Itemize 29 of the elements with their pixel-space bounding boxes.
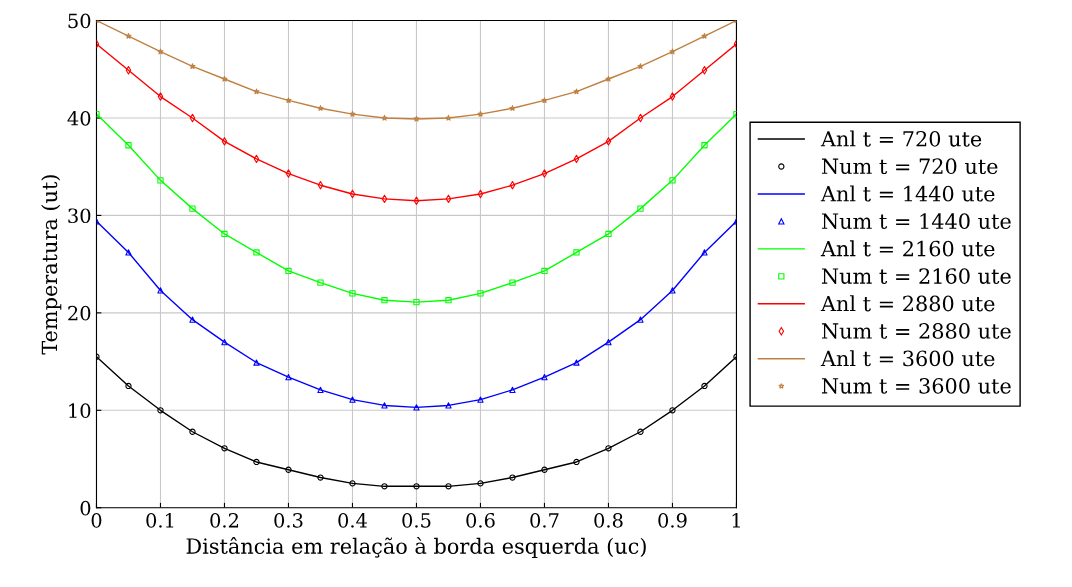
legend-label: Num t = 2880 ute [821, 323, 1011, 339]
x-tick-label: 0.9 [658, 512, 687, 528]
x-tick-label: 0.1 [146, 512, 174, 528]
x-tick-label: 0.7 [530, 512, 559, 528]
legend-label: Anl t = 2160 ute [820, 240, 995, 257]
y-axis-title: Temperatura (ut) [41, 175, 62, 355]
legend-label: Num t = 720 ute [821, 158, 998, 175]
x-tick-label: 0.2 [210, 512, 239, 528]
legend-label: Anl t = 720 ute [820, 130, 982, 147]
y-tick-label: 30 [68, 208, 91, 224]
y-tick-label: 0 [80, 500, 91, 516]
y-tick-label: 10 [69, 403, 91, 418]
y-tick-label: 40 [67, 110, 91, 126]
legend-label: Num t = 3600 ute [821, 377, 1011, 394]
x-axis-title: Distância em relação à borda esquerda (uc) [186, 536, 646, 558]
x-tick-label: 1 [732, 512, 740, 528]
x-tick-label: 0.3 [274, 512, 303, 528]
y-tick-label: 20 [68, 305, 91, 321]
legend-label: Num t = 2160 ute [821, 268, 1011, 284]
x-tick-label: 0.4 [338, 512, 367, 528]
x-tick-label: 0 [91, 512, 102, 528]
x-tick-label: 0.8 [594, 512, 623, 528]
y-tick-label: 50 [68, 13, 91, 29]
x-tick-label: 0.6 [466, 512, 495, 528]
legend-label: Anl t = 3600 ute [820, 350, 995, 367]
legend-label: Num t = 1440 ute [821, 213, 1011, 230]
legend-label: Anl t = 2880 ute [820, 295, 995, 312]
legend-label: Anl t = 1440 ute [820, 185, 995, 202]
x-tick-label: 0.5 [402, 512, 431, 528]
